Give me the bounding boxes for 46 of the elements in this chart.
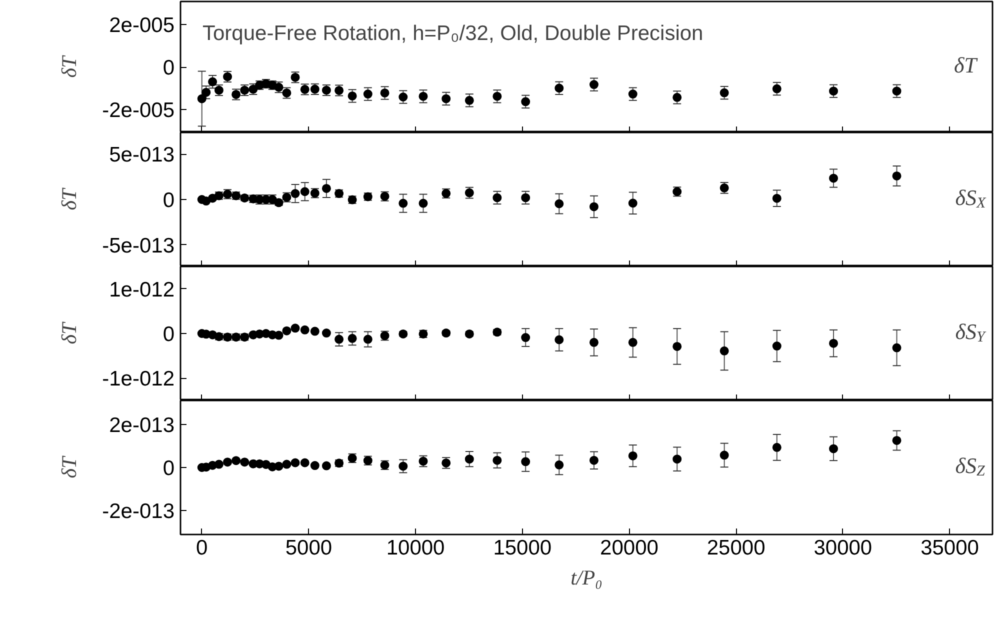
point	[589, 80, 598, 90]
y-tick-label: 0	[162, 56, 175, 80]
y-tick-label: -1e-012	[102, 368, 175, 391]
point	[492, 92, 502, 101]
y-axis-title: δT	[57, 455, 82, 478]
point	[380, 88, 390, 98]
y-tick-label: -5e-013	[102, 234, 175, 258]
x-tick-label: 25000	[706, 536, 766, 560]
point	[829, 86, 838, 96]
x-tick-label: 0	[196, 536, 208, 560]
point	[363, 90, 372, 99]
x-tick-label: 5000	[285, 536, 332, 560]
point	[348, 91, 357, 100]
point	[398, 92, 408, 102]
point	[628, 90, 638, 99]
y-tick-label: 0	[162, 323, 175, 346]
point	[521, 97, 530, 106]
y-tick-label: -2e-013	[102, 500, 175, 524]
x-tick-label: 35000	[920, 536, 979, 560]
point	[464, 96, 474, 105]
x-tick-label: 15000	[493, 536, 552, 560]
text: Torque-Free Rotation, h=P₀/32, Old, Double Precision	[202, 22, 704, 45]
x-tick-label: 10000	[386, 536, 445, 560]
point	[208, 77, 218, 86]
point	[554, 84, 564, 93]
y-tick-label: -2e-005	[102, 98, 175, 122]
annotation: δT	[954, 52, 978, 78]
point	[720, 88, 729, 98]
x-axis-title: t/P₀	[570, 566, 602, 590]
point	[772, 84, 782, 94]
y-tick-label: 1e-012	[109, 278, 174, 302]
y-tick-label: 0	[162, 189, 175, 212]
y-axis-title: δT	[57, 54, 82, 78]
x-tick-label: 30000	[814, 536, 872, 560]
y-tick-label: 5e-013	[109, 144, 174, 167]
y-tick-label: 0	[162, 457, 175, 480]
y-axis-title: δT	[57, 187, 82, 210]
point	[418, 92, 428, 101]
y-tick-label: 2e-013	[109, 414, 174, 437]
point	[197, 94, 206, 104]
x-tick-label: 20000	[600, 536, 658, 560]
point	[672, 92, 682, 102]
y-tick-label: 2e-005	[109, 14, 174, 38]
point	[442, 94, 451, 104]
point	[892, 86, 902, 96]
y-axis-title: δT	[57, 321, 82, 344]
